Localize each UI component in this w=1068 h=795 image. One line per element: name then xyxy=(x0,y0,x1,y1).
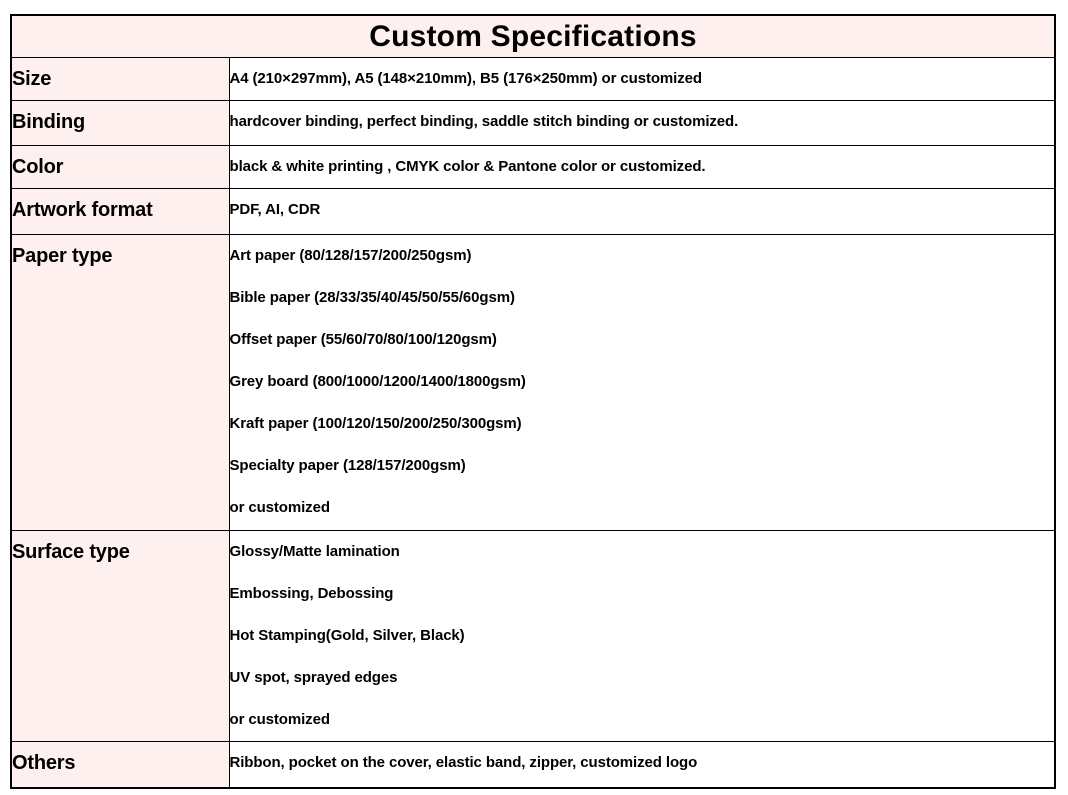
spec-value-surface-type: Glossy/Matte lamination Embossing, Debos… xyxy=(228,530,1056,742)
spec-value-line: Embossing, Debossing xyxy=(229,585,394,602)
spec-value-artwork-format: PDF, AI, CDR xyxy=(228,188,1056,235)
spec-value-line: Bible paper (28/33/35/40/45/50/55/60gsm) xyxy=(229,289,515,306)
spec-value-size: A4 (210×297mm), A5 (148×210mm), B5 (176×… xyxy=(228,57,1056,101)
spec-value-line: or customized xyxy=(229,499,330,516)
spec-label-artwork-format: Artwork format xyxy=(10,188,230,235)
table-row: Others Ribbon, pocket on the cover, elas… xyxy=(10,741,1056,788)
spec-value-line: Kraft paper (100/120/150/200/250/300gsm) xyxy=(229,415,522,432)
spec-value-line: Offset paper (55/60/70/80/100/120gsm) xyxy=(229,331,497,348)
spec-value-line: Hot Stamping(Gold, Silver, Black) xyxy=(229,627,465,644)
spec-value-line: Specialty paper (128/157/200gsm) xyxy=(229,457,466,474)
table-row: Paper type Art paper (80/128/157/200/250… xyxy=(10,234,1056,531)
spec-value-color: black & white printing , CMYK color & Pa… xyxy=(228,145,1056,189)
spec-label-size: Size xyxy=(10,57,230,101)
table-row: Artwork format PDF, AI, CDR xyxy=(10,188,1056,235)
spec-value-paper-type: Art paper (80/128/157/200/250gsm) Bible … xyxy=(228,234,1056,531)
table-row: Binding hardcover binding, perfect bindi… xyxy=(10,100,1056,146)
spec-label-surface-type: Surface type xyxy=(10,530,230,742)
table-row: Surface type Glossy/Matte lamination Emb… xyxy=(10,530,1056,742)
spec-value-line: hardcover binding, perfect binding, sadd… xyxy=(229,113,739,130)
spec-value-line: black & white printing , CMYK color & Pa… xyxy=(229,158,706,175)
spec-value-line: A4 (210×297mm), A5 (148×210mm), B5 (176×… xyxy=(229,70,702,87)
custom-specifications-table: Custom Specifications Size A4 (210×297mm… xyxy=(10,14,1056,789)
spec-value-line: Art paper (80/128/157/200/250gsm) xyxy=(229,247,472,264)
custom-specifications-table-wrap: Custom Specifications Size A4 (210×297mm… xyxy=(10,14,1056,789)
spec-label-paper-type: Paper type xyxy=(10,234,230,531)
spec-label-others: Others xyxy=(10,741,230,788)
spec-label-color: Color xyxy=(10,145,230,189)
spec-value-line: PDF, AI, CDR xyxy=(229,201,321,218)
spec-value-line: Grey board (800/1000/1200/1400/1800gsm) xyxy=(229,373,526,390)
table-row: Color black & white printing , CMYK colo… xyxy=(10,145,1056,189)
spec-value-line: Glossy/Matte lamination xyxy=(229,543,400,560)
spec-value-line: UV spot, sprayed edges xyxy=(229,669,398,686)
spec-value-binding: hardcover binding, perfect binding, sadd… xyxy=(228,100,1056,146)
spec-value-others: Ribbon, pocket on the cover, elastic ban… xyxy=(228,741,1056,788)
spec-value-line: Ribbon, pocket on the cover, elastic ban… xyxy=(229,754,698,771)
table-row: Size A4 (210×297mm), A5 (148×210mm), B5 … xyxy=(10,57,1056,101)
table-row: Custom Specifications xyxy=(10,14,1056,58)
page-title: Custom Specifications xyxy=(10,14,1056,58)
spec-value-line: or customized xyxy=(229,711,330,728)
spec-label-binding: Binding xyxy=(10,100,230,146)
